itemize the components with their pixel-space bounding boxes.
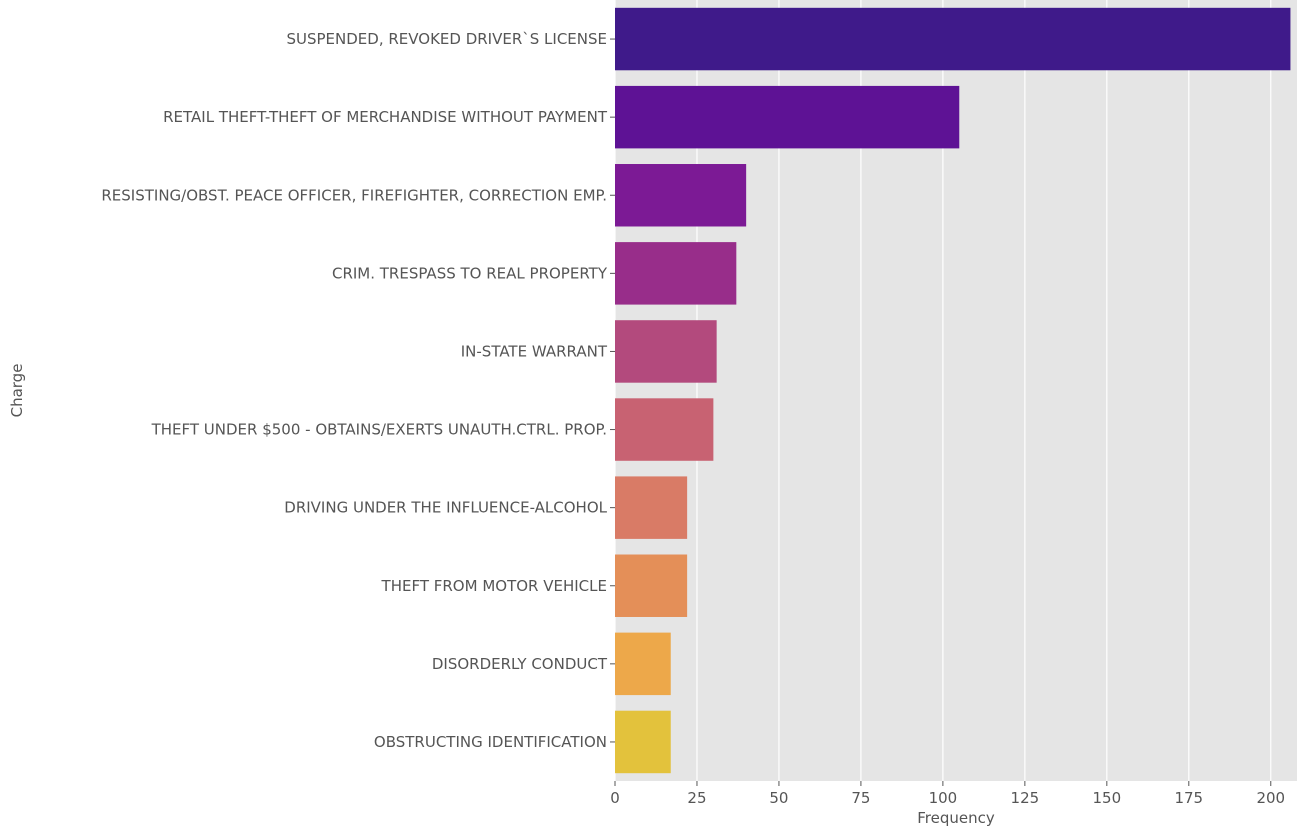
y-tick-label: CRIM. TRESPASS TO REAL PROPERTY — [332, 264, 608, 282]
y-axis-label: Charge — [8, 364, 26, 418]
x-tick-label: 200 — [1256, 789, 1285, 807]
y-tick-label: SUSPENDED, REVOKED DRIVER`S LICENSE — [286, 30, 607, 48]
y-tick-label: RESISTING/OBST. PEACE OFFICER, FIREFIGHT… — [101, 186, 607, 204]
y-tick-label: DRIVING UNDER THE INFLUENCE-ALCOHOL — [284, 499, 607, 517]
y-tick-label: OBSTRUCTING IDENTIFICATION — [374, 733, 607, 751]
bar — [615, 164, 747, 227]
bar — [615, 320, 717, 383]
bar — [615, 7, 1291, 71]
bar — [615, 242, 737, 305]
x-tick-label: 150 — [1093, 789, 1122, 807]
y-axis-ticks: SUSPENDED, REVOKED DRIVER`S LICENSE RETAI… — [101, 30, 615, 751]
x-tick-label: 25 — [687, 789, 706, 807]
y-tick-label: RETAIL THEFT-THEFT OF MERCHANDISE WITHOU… — [163, 108, 608, 126]
y-tick-label: DISORDERLY CONDUCT — [432, 655, 608, 673]
bar — [615, 85, 960, 149]
x-tick-label: 125 — [1011, 789, 1040, 807]
y-tick-label: IN-STATE WARRANT — [461, 342, 608, 360]
x-axis-label: Frequency — [917, 809, 995, 827]
bar — [615, 710, 671, 774]
x-tick-label: 100 — [929, 789, 958, 807]
x-tick-label: 75 — [851, 789, 870, 807]
x-tick-label: 0 — [610, 789, 620, 807]
y-tick-label: THEFT UNDER $500 - OBTAINS/EXERTS UNAUTH… — [151, 421, 607, 439]
x-axis-ticks: 0 25 50 75 100 125 150 175 200 — [610, 781, 1285, 807]
bar — [615, 398, 714, 461]
x-tick-label: 175 — [1174, 789, 1203, 807]
y-tick-label: THEFT FROM MOTOR VEHICLE — [381, 577, 607, 595]
bar — [615, 476, 688, 539]
bar — [615, 554, 688, 617]
bars — [615, 7, 1291, 774]
bar — [615, 632, 671, 696]
x-tick-label: 50 — [769, 789, 788, 807]
